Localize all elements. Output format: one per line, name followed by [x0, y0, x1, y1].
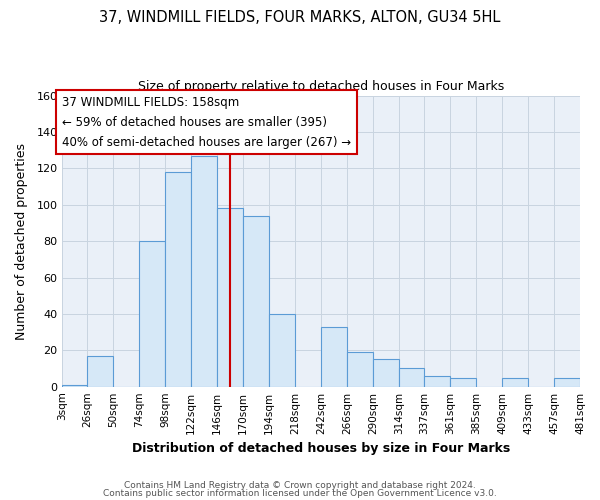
Text: Contains public sector information licensed under the Open Government Licence v3: Contains public sector information licen… [103, 488, 497, 498]
Y-axis label: Number of detached properties: Number of detached properties [15, 142, 28, 340]
Bar [217, 208, 243, 386]
Bar [399, 368, 424, 386]
Text: 37 WINDMILL FIELDS: 158sqm
← 59% of detached houses are smaller (395)
40% of sem: 37 WINDMILL FIELDS: 158sqm ← 59% of deta… [62, 96, 352, 148]
Bar [62, 385, 87, 386]
Bar [321, 326, 347, 386]
X-axis label: Distribution of detached houses by size in Four Marks: Distribution of detached houses by size … [132, 442, 510, 455]
Bar [139, 241, 165, 386]
Bar [502, 378, 528, 386]
Bar [554, 378, 580, 386]
Bar [347, 352, 373, 386]
Bar [165, 172, 191, 386]
Text: 37, WINDMILL FIELDS, FOUR MARKS, ALTON, GU34 5HL: 37, WINDMILL FIELDS, FOUR MARKS, ALTON, … [100, 10, 500, 25]
Bar [424, 376, 450, 386]
Text: Contains HM Land Registry data © Crown copyright and database right 2024.: Contains HM Land Registry data © Crown c… [124, 481, 476, 490]
Bar [191, 156, 217, 386]
Bar [243, 216, 269, 386]
Bar [87, 356, 113, 386]
Title: Size of property relative to detached houses in Four Marks: Size of property relative to detached ho… [138, 80, 504, 93]
Bar [450, 378, 476, 386]
Bar [373, 360, 399, 386]
Bar [269, 314, 295, 386]
